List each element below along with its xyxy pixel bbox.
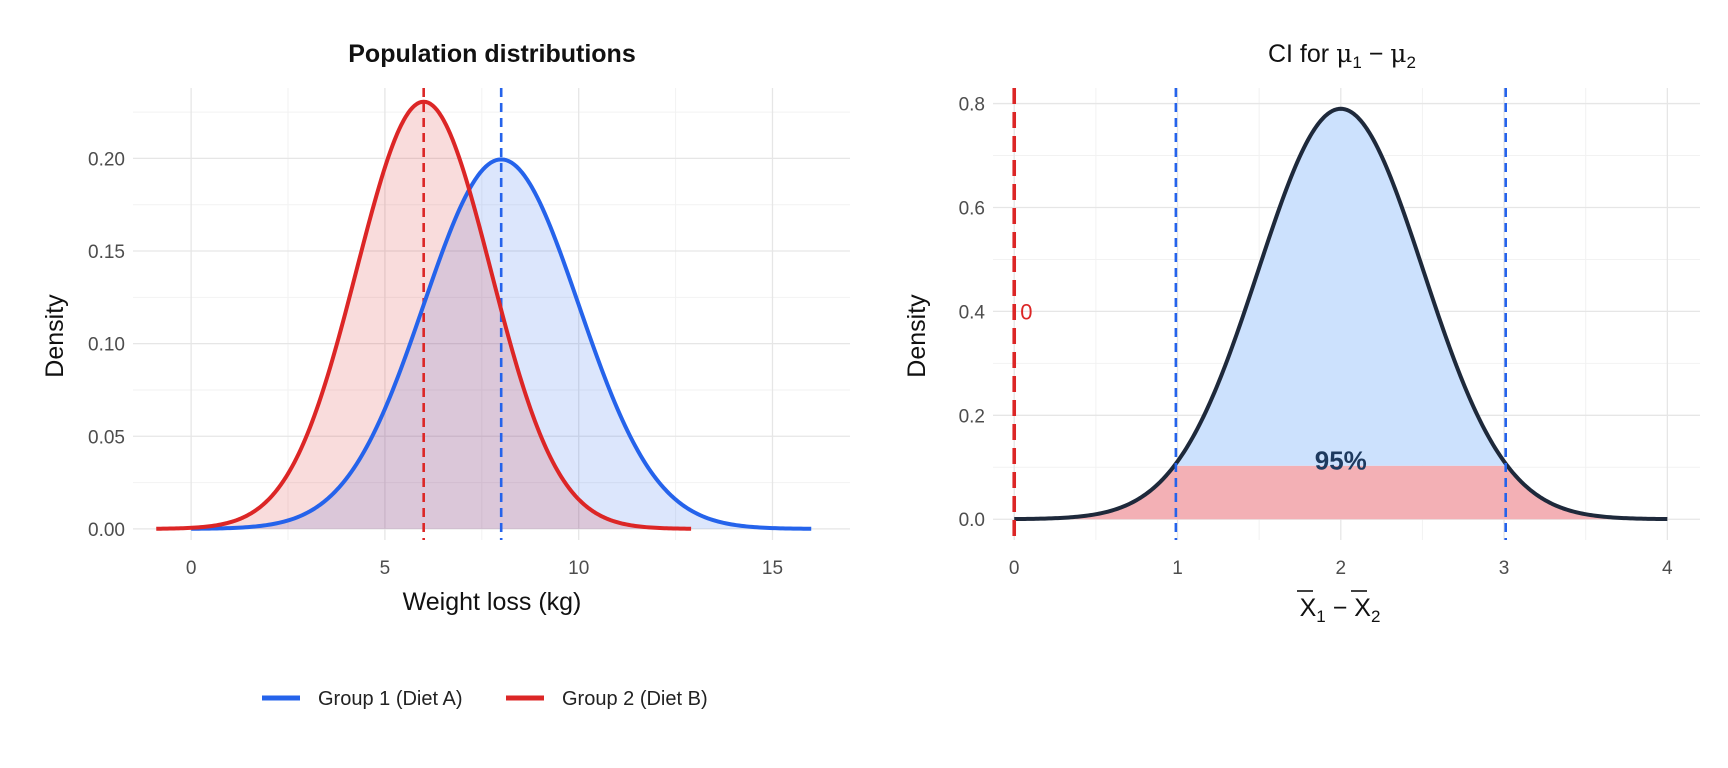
tail-region (1014, 465, 1668, 520)
left-x-axis-label: Weight loss (kg) (403, 588, 582, 616)
right-x-axis-label: X1 − X2 (1297, 590, 1381, 626)
left-gridlines (133, 88, 850, 540)
left-y-tick-label: 0.00 (88, 520, 125, 541)
left-y-tick-label: 0.20 (88, 149, 125, 170)
density-curve-group-2 (156, 99, 692, 531)
left-chart-title: Population distributions (348, 40, 635, 68)
right-y-tick-label: 0.0 (959, 510, 985, 531)
legend: Group 1 (Diet A) Group 2 (Diet B) (262, 688, 708, 710)
ci-percentage-label: 95% (1315, 446, 1367, 476)
right-sampling-distribution-curve (1014, 106, 1668, 522)
right-x-tick-label: 4 (1662, 558, 1673, 579)
left-y-tick-labels: 0.00 0.05 0.10 0.15 0.20 (88, 149, 125, 540)
right-x-tick-label: 3 (1499, 558, 1510, 579)
right-y-tick-labels: 0.0 0.2 0.4 0.6 0.8 (959, 95, 986, 532)
left-density-curves (156, 99, 812, 531)
null-value-label: 0 (1020, 299, 1032, 324)
left-x-tick-label: 10 (568, 558, 589, 579)
right-reference-lines (1012, 88, 1507, 540)
right-y-tick-label: 0.2 (959, 406, 985, 427)
left-x-tick-label: 5 (380, 558, 391, 579)
right-x-tick-label: 2 (1335, 558, 1346, 579)
legend-label-group-2: Group 2 (Diet B) (562, 688, 708, 710)
right-y-tick-label: 0.4 (959, 302, 986, 323)
left-y-tick-label: 0.10 (88, 335, 125, 356)
right-chart-title: CI for μ1 − μ2 (1268, 39, 1416, 72)
legend-item-group-2[interactable]: Group 2 (Diet B) (506, 688, 708, 710)
left-x-tick-label: 15 (762, 558, 783, 579)
left-x-tick-label: 0 (186, 558, 197, 579)
left-y-tick-label: 0.15 (88, 242, 125, 263)
population-distributions-panel: 0 5 10 15 0.00 0.05 0.10 0.15 0.20 Population d… (41, 40, 850, 616)
left-y-axis-label: Density (41, 294, 69, 378)
legend-label-group-1: Group 1 (Diet A) (318, 688, 463, 710)
svg-text:X1 − X2: X1 − X2 (1300, 594, 1381, 626)
density-curve-group-1 (191, 157, 812, 531)
left-x-tick-labels: 0 5 10 15 (186, 558, 783, 579)
right-y-tick-label: 0.8 (959, 95, 985, 116)
left-y-tick-label: 0.05 (88, 427, 125, 448)
right-x-tick-label: 1 (1172, 558, 1183, 579)
ci-region (1175, 108, 1506, 466)
left-density-areas (156, 101, 812, 529)
right-y-axis-label: Density (903, 294, 931, 378)
right-shaded-regions (1014, 108, 1668, 520)
sampling-density-curve (1014, 106, 1668, 522)
right-x-tick-label: 0 (1009, 558, 1020, 579)
confidence-interval-panel: 0 1 2 3 4 0.0 0.2 0.4 0.6 0.8 95% 0 CI for μ1 − … (903, 39, 1700, 626)
legend-item-group-1[interactable]: Group 1 (Diet A) (262, 688, 463, 710)
right-x-tick-labels: 0 1 2 3 4 (1009, 558, 1673, 579)
right-y-tick-label: 0.6 (959, 198, 985, 219)
